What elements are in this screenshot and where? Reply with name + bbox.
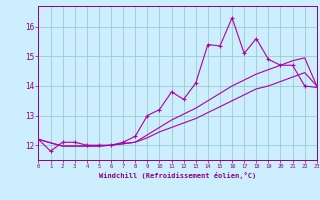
X-axis label: Windchill (Refroidissement éolien,°C): Windchill (Refroidissement éolien,°C) [99,172,256,179]
